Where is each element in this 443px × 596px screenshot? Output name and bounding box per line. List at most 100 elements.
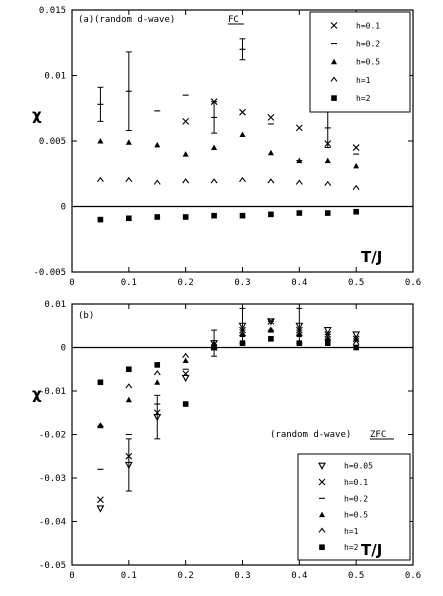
x-tick-label: 0.4 [291,278,307,288]
legend-label: h=2 [344,543,359,552]
data-point [211,212,217,219]
series-h-0-2 [97,38,360,162]
data-point [126,215,132,222]
data-point [154,379,161,385]
legend-label: h=1 [356,76,371,85]
data-point [324,335,331,342]
x-tick-label: 0 [69,571,74,581]
data-point [352,331,361,339]
data-point [96,176,104,183]
data-point [352,184,360,190]
y-tick-label: -0.01 [39,387,66,397]
legend-box [297,453,411,561]
data-point [268,336,274,342]
data-point [267,114,275,121]
panel-label: (a) [78,15,94,25]
legend-marker [330,76,338,82]
data-point [96,505,105,513]
y-tick-label: -0.05 [39,561,66,571]
data-point [182,352,190,359]
panel-tag: ZFC [370,430,386,440]
data-point [239,108,246,116]
y-tick-label: -0.005 [33,268,66,278]
data-point [238,322,247,330]
data-point [239,331,246,337]
legend-marker [331,95,337,101]
data-point [267,326,275,332]
data-point [182,117,190,125]
data-point [324,180,332,187]
series-h-2 [97,208,359,223]
data-point [97,379,104,386]
legend-label: h=0.05 [344,462,373,471]
legend-marker [318,462,326,470]
x-tick-label: 0.6 [405,571,421,581]
series-h-0-2 [97,320,360,470]
data-point [295,124,303,132]
data-point [181,374,190,383]
data-point [182,178,190,184]
x-tick-label: 0.1 [121,278,137,288]
data-point [296,331,303,337]
panel-tag: FC [228,15,239,25]
data-point [295,331,303,337]
data-point [324,157,331,164]
data-point [267,178,275,184]
series-h-1 [96,326,360,428]
data-point [239,131,246,137]
panel-annotation: (random d-wave) [270,430,351,440]
x-tick-label: 0.6 [405,278,421,288]
y-tick-label: 0 [61,203,66,213]
series-h-0-5 [97,131,360,169]
data-point [239,212,246,219]
panel-b [71,303,414,566]
y-tick-label: -0.02 [39,431,66,441]
series-h-1 [96,176,360,190]
legend-box [309,11,411,113]
data-point [153,409,161,417]
data-point [296,340,303,346]
series-h-2 [97,336,359,407]
data-point [211,144,218,151]
x-tick-label: 0.3 [234,571,250,581]
data-point [182,151,189,157]
data-point [96,422,104,428]
data-point [239,331,246,337]
y-tick-label: -0.03 [39,474,66,484]
data-point [182,401,189,407]
legend-marker [318,527,326,533]
legend-marker [330,21,338,29]
y-tick-label: -0.04 [39,518,66,528]
data-point [239,340,246,346]
data-point [352,144,360,151]
data-point [154,362,161,368]
data-point [295,179,303,185]
y-axis-label: χ [32,106,42,124]
y-tick-label: 0.015 [39,6,66,16]
data-point [267,149,274,156]
legend-label: h=0.5 [344,511,368,520]
x-axis-label: T/J [361,248,382,266]
data-point [324,210,331,216]
data-point [153,370,161,376]
data-point [353,344,359,351]
panel-annotation: (random d-wave) [94,15,175,25]
legend-label: h=0.2 [344,494,368,503]
panel-label: (b) [78,311,94,321]
data-point [296,157,303,164]
data-point [239,176,246,183]
data-point [210,178,218,184]
legend-label: h=0.5 [356,58,380,67]
legend-label: h=2 [356,94,371,103]
data-point [126,366,132,373]
data-point [296,210,303,216]
data-point [211,344,217,351]
x-tick-label: 0.2 [178,278,194,288]
y-tick-label: 0.005 [39,137,66,147]
data-point [97,496,104,504]
data-point [211,340,218,346]
legend-marker [318,478,326,486]
y-tick-label: 0 [61,344,66,354]
data-point [154,214,161,220]
